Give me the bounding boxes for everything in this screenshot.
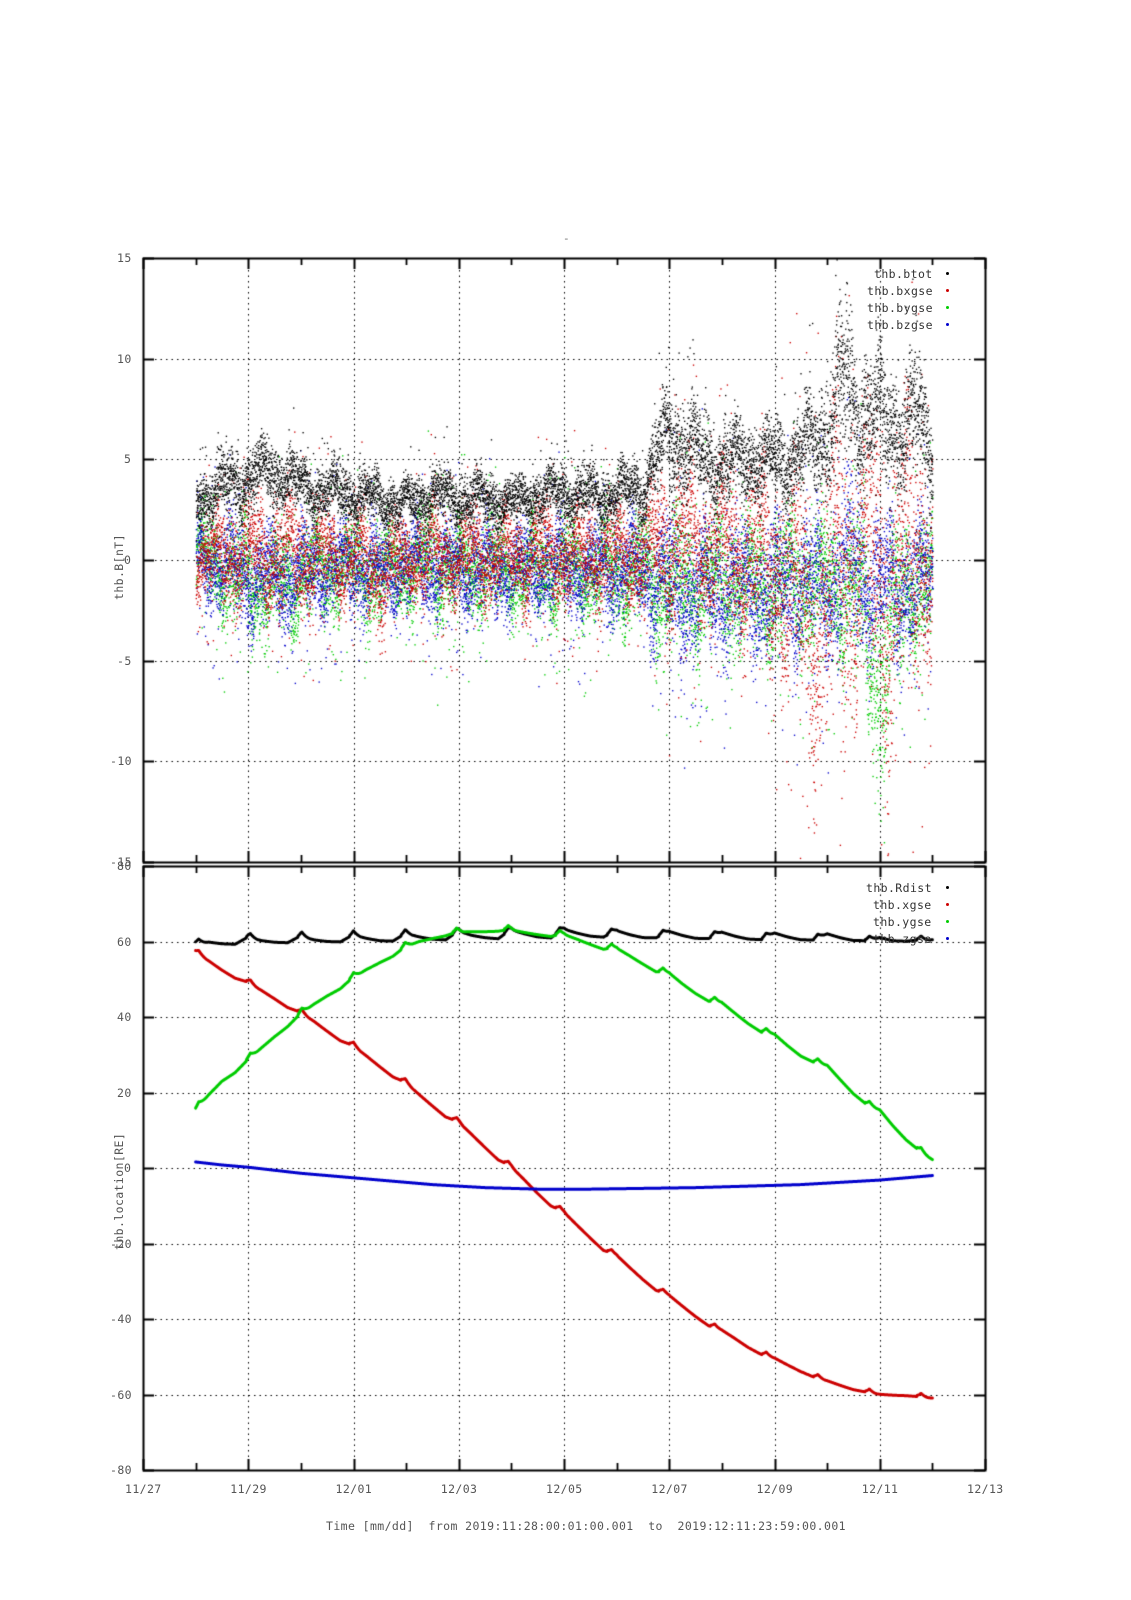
top-panel-ylabel: thb.B[nT] <box>112 534 126 600</box>
legend-bottom-xgse: thb.xgse <box>873 898 932 912</box>
top-ytick-minus15: -15 <box>110 855 132 869</box>
xtick-8: 12/13 <box>967 1482 1004 1496</box>
top-ytick-5: 5 <box>124 452 132 467</box>
xtick-6: 12/09 <box>756 1482 794 1496</box>
legend-top-bxgse: thb.bxgse <box>867 284 933 298</box>
legend-top-bzgse: thb.bzgse <box>867 318 933 332</box>
xtick-0: 11/27 <box>125 1482 162 1496</box>
bottom-ytick-minus40: -40 <box>110 1312 132 1326</box>
plot-title: - <box>563 232 571 245</box>
bottom-ytick-minus60: -60 <box>110 1387 132 1402</box>
legend-bottom-zgse-marker <box>946 937 949 940</box>
legend-bottom-rdist: thb.Rdist <box>866 881 932 895</box>
xtick-3: 12/03 <box>440 1482 478 1496</box>
top-ytick-15: 15 <box>117 251 132 265</box>
top-ytick-minus10: -10 <box>110 754 132 769</box>
xtick-4: 12/05 <box>546 1482 583 1496</box>
bottom-ytick-20: 20 <box>117 1085 132 1100</box>
bottom-panel-ylabel: thb.location[RE] <box>112 1132 126 1250</box>
top-ytick-minus5: -5 <box>117 653 132 668</box>
legend-top-btot-marker <box>946 272 949 275</box>
legend-bottom-zgse: thb.zgse <box>873 932 932 946</box>
legend-bottom-ygse: thb.ygse <box>873 915 932 929</box>
xtick-7: 12/11 <box>861 1482 899 1496</box>
top-ytick-10: 10 <box>117 351 132 366</box>
bottom-ytick-60: 60 <box>117 934 132 949</box>
legend-bottom-ygse-marker <box>946 920 949 923</box>
legend-bottom-rdist-marker <box>946 886 949 889</box>
bottom-ytick-40: 40 <box>117 1010 132 1024</box>
legend-top-bygse: thb.bygse <box>867 301 933 315</box>
bottom-ytick-minus80: -80 <box>110 1463 132 1477</box>
xtick-2: 12/01 <box>335 1482 373 1496</box>
legend-top-btot: thb.btot <box>874 267 933 281</box>
legend-top-bxgse-marker <box>946 289 949 292</box>
bottom-ytick-0: 0 <box>124 1161 132 1175</box>
xaxis-label: Time [mm/dd] from 2019:11:28:00:01:00.00… <box>326 1519 846 1533</box>
top-ytick-0: 0 <box>124 553 132 567</box>
xtick-1: 11/29 <box>230 1482 267 1496</box>
xtick-5: 12/07 <box>651 1482 688 1496</box>
bottom-ytick-minus20: -20 <box>110 1236 132 1251</box>
legend-bottom-xgse-marker <box>946 903 949 906</box>
legend-top-bygse-marker <box>946 306 949 309</box>
bottom-ytick-80: 80 <box>117 859 132 873</box>
legend-top-bzgse-marker <box>946 323 949 326</box>
